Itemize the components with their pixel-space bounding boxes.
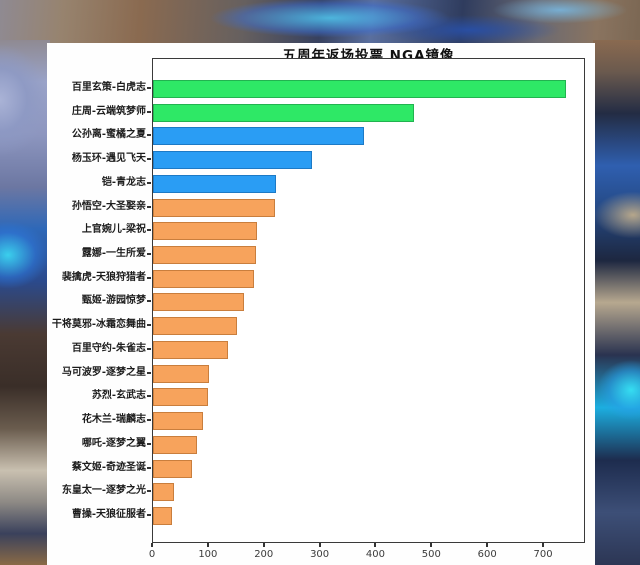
bar-label: 上官婉儿-梁祝 — [81, 224, 146, 236]
bar — [153, 269, 254, 288]
x-tick-label: 300 — [310, 549, 330, 560]
x-tick — [430, 543, 433, 547]
bar-label: 杨玉环-遇见飞天 — [71, 153, 146, 165]
y-axis-tick — [147, 490, 151, 493]
bar — [153, 317, 238, 336]
x-tick — [486, 543, 489, 547]
bar-label: 甄姬-游园惊梦 — [81, 295, 146, 307]
x-tick — [262, 543, 265, 547]
y-axis-tick — [147, 324, 151, 327]
bar — [153, 222, 257, 241]
bar-label: 铠-青龙志 — [101, 176, 146, 188]
x-tick — [542, 543, 545, 547]
x-tick-label: 600 — [477, 549, 497, 560]
bar — [153, 459, 193, 478]
bar — [153, 151, 313, 170]
bar-label: 苏烈-玄武志 — [91, 390, 146, 402]
x-tick-label: 100 — [198, 549, 218, 560]
bar — [153, 246, 256, 265]
y-axis-tick — [147, 253, 151, 256]
background-art-top — [0, 0, 640, 46]
bar-label: 百里玄策-白虎志 — [71, 82, 146, 93]
bar-label: 哪吒-逐梦之翼 — [81, 437, 146, 449]
bar-label: 花木兰-瑞麟志 — [81, 414, 146, 426]
chart-panel: 五周年返场投票 NGA镜像 百里玄策-白虎志 庄周-云端筑梦师 公孙离-蜜橘之夏 杨玉… — [47, 43, 595, 565]
bar — [153, 293, 245, 312]
bar-label: 曹操-天狼征服者 — [71, 508, 146, 520]
y-axis-tick — [147, 347, 151, 350]
bar — [153, 483, 175, 502]
x-tick-label: 400 — [365, 549, 386, 560]
x-tick — [318, 543, 321, 547]
bar-label: 东皇太一-逐梦之光 — [61, 485, 146, 497]
y-axis-tick — [147, 205, 151, 208]
bar-label: 马可波罗-逐梦之星 — [61, 366, 146, 378]
y-axis-tick — [147, 419, 151, 422]
bar — [153, 340, 229, 359]
y-axis-tick — [147, 513, 151, 516]
x-tick — [151, 543, 153, 547]
bar-label: 露娜-一生所爱 — [81, 248, 146, 260]
bar — [153, 388, 208, 407]
bar — [153, 127, 364, 146]
x-tick-label: 700 — [533, 549, 553, 560]
bar — [153, 174, 276, 193]
y-axis-tick — [147, 229, 151, 232]
bar — [153, 103, 415, 122]
y-axis-tick — [147, 276, 151, 279]
bar — [153, 80, 567, 98]
plot-area — [152, 58, 585, 543]
bar-label: 孙悟空-大圣娶亲 — [71, 200, 146, 212]
background-art-right — [593, 40, 640, 565]
y-axis-tick — [147, 466, 151, 469]
bar — [153, 364, 209, 383]
y-axis-tick — [147, 158, 151, 161]
y-axis-tick — [147, 110, 151, 113]
background-art-left — [0, 40, 50, 565]
bar — [153, 506, 172, 525]
bar — [153, 435, 198, 454]
x-tick — [374, 543, 377, 547]
bar — [153, 412, 204, 431]
y-axis-tick — [147, 87, 151, 89]
bar-label: 公孙离-蜜橘之夏 — [71, 129, 146, 141]
y-axis-tick — [147, 371, 151, 374]
bar — [153, 198, 275, 217]
y-axis-tick — [147, 134, 151, 137]
x-tick — [206, 543, 209, 547]
y-axis-tick — [147, 395, 151, 398]
x-tick-label: 500 — [421, 549, 441, 560]
y-axis-tick — [147, 181, 151, 184]
bar-label: 裴擒虎-天狼狩猎者 — [61, 271, 146, 283]
bar-label: 蔡文姬-奇迹圣诞 — [71, 461, 146, 473]
y-axis-tick — [147, 300, 151, 303]
x-tick-label: 200 — [254, 549, 274, 560]
bar-label: 干将莫邪-冰霜恋舞曲 — [51, 319, 146, 331]
x-tick-label: 0 — [148, 549, 156, 560]
bar-label: 庄周-云端筑梦师 — [71, 105, 146, 117]
y-axis-tick — [147, 442, 151, 445]
bar-label: 百里守约-朱雀志 — [71, 342, 146, 354]
